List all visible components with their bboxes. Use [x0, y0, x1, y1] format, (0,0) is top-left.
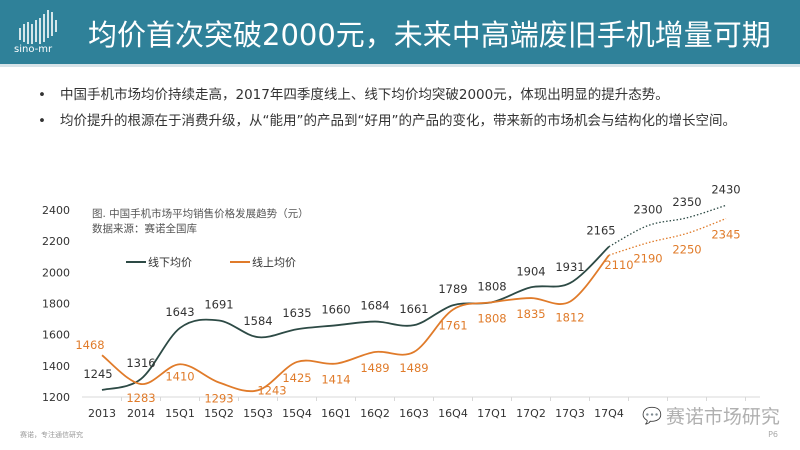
bullet-item: • 中国手机市场均价持续走高，2017年四季度线上、线下均价均突破2000元，体现… [38, 82, 778, 108]
y-tick-label: 2000 [42, 266, 70, 279]
data-label: 1245 [83, 367, 112, 381]
data-label: 1410 [165, 369, 194, 383]
x-tick-label: 15Q3 [243, 407, 273, 420]
data-label: 2250 [672, 242, 701, 256]
y-tick-label: 1200 [42, 391, 70, 404]
data-label: 1489 [399, 361, 428, 375]
data-label: 2345 [711, 228, 740, 242]
data-label: 1808 [477, 279, 506, 293]
bullet-item: • 均价提升的根源在于消费升级，从“能用”的产品到“好用”的产品的变化，带来新的市… [38, 108, 778, 134]
series-forecast-line-1 [608, 217, 727, 256]
data-label: 1425 [282, 371, 311, 385]
data-label: 2430 [711, 182, 740, 196]
x-tick-label: 2014 [127, 407, 155, 420]
data-label: 1283 [126, 391, 155, 405]
bullet-text: 中国手机市场均价持续走高，2017年四季度线上、线下均价均突破2000元，体现出… [60, 87, 669, 103]
series-line-0 [101, 245, 610, 391]
x-tick-label: 16Q4 [438, 407, 468, 420]
footer-text: 赛诺，专注通信研究 [20, 431, 83, 439]
data-label: 1584 [243, 314, 272, 328]
bullet-text: 均价提升的根源在于消费升级，从“能用”的产品到“好用”的产品的变化，带来新的市场… [60, 113, 736, 129]
data-label: 1316 [126, 356, 155, 370]
chart-source: 数据来源：赛诺全国库 [92, 222, 197, 235]
x-tick-label: 15Q2 [204, 407, 234, 420]
y-tick-label: 2400 [42, 204, 70, 217]
x-tick-label: 16Q3 [399, 407, 429, 420]
data-label: 2350 [672, 195, 701, 209]
data-label: 1468 [75, 338, 104, 352]
data-label: 1293 [204, 392, 233, 406]
x-tick-label: 2013 [88, 407, 116, 420]
data-label: 1789 [438, 282, 467, 296]
data-label: 1835 [516, 307, 545, 321]
data-label: 1684 [360, 299, 389, 313]
data-label: 1691 [204, 297, 233, 311]
page-title: 均价首次突破2000元，未来中高端废旧手机增量可期 [88, 18, 771, 52]
x-tick-label: 15Q1 [165, 407, 195, 420]
x-tick-label: 17Q2 [516, 407, 546, 420]
logo-text: sino-mr [14, 44, 53, 55]
bullet-list: • 中国手机市场均价持续走高，2017年四季度线上、线下均价均突破2000元，体现… [38, 82, 778, 134]
y-tick-label: 2200 [42, 235, 70, 248]
data-label: 1812 [555, 311, 584, 325]
data-label: 1489 [360, 361, 389, 375]
china-map-logo-icon [19, 10, 57, 44]
x-tick-label: 16Q1 [321, 407, 351, 420]
x-tick-label: 15Q4 [282, 407, 312, 420]
watermark-text: 赛诺市场研究 [665, 406, 780, 428]
data-label: 2165 [586, 224, 615, 238]
x-tick-label: 17Q4 [594, 407, 624, 420]
data-label: 1904 [516, 264, 545, 278]
data-label: 2110 [604, 258, 633, 272]
legend-offline: 线下均价 [148, 255, 192, 269]
data-label: 1931 [555, 260, 584, 274]
page-number: P6 [768, 430, 778, 439]
series-forecast-line-0 [608, 204, 727, 248]
data-label: 1661 [399, 302, 428, 316]
data-label: 1761 [438, 319, 467, 333]
y-tick-label: 1800 [42, 298, 70, 311]
data-label: 1643 [165, 305, 194, 319]
wechat-icon: 💬 [642, 406, 662, 425]
legend-online: 线上均价 [252, 255, 296, 269]
y-tick-label: 1400 [42, 360, 70, 373]
chart-title: 图. 中国手机市场平均销售价格发展趋势（元） [92, 207, 309, 220]
data-label: 1243 [257, 383, 286, 397]
data-label: 1808 [477, 311, 506, 325]
data-label: 2190 [633, 252, 662, 266]
series-line-1 [101, 254, 610, 393]
header-bar: sino-mr 均价首次突破2000元，未来中高端废旧手机增量可期 [0, 0, 800, 67]
watermark: 💬 赛诺市场研究 [642, 402, 780, 429]
x-tick-label: 16Q2 [360, 407, 390, 420]
y-tick-label: 1600 [42, 329, 70, 342]
data-label: 2300 [633, 203, 662, 217]
data-label: 1660 [321, 302, 350, 316]
x-tick-label: 17Q1 [477, 407, 507, 420]
data-label: 1635 [282, 306, 311, 320]
x-tick-label: 17Q3 [555, 407, 585, 420]
legend: 线下均价 线上均价 [126, 255, 296, 269]
data-label: 1414 [321, 373, 350, 387]
